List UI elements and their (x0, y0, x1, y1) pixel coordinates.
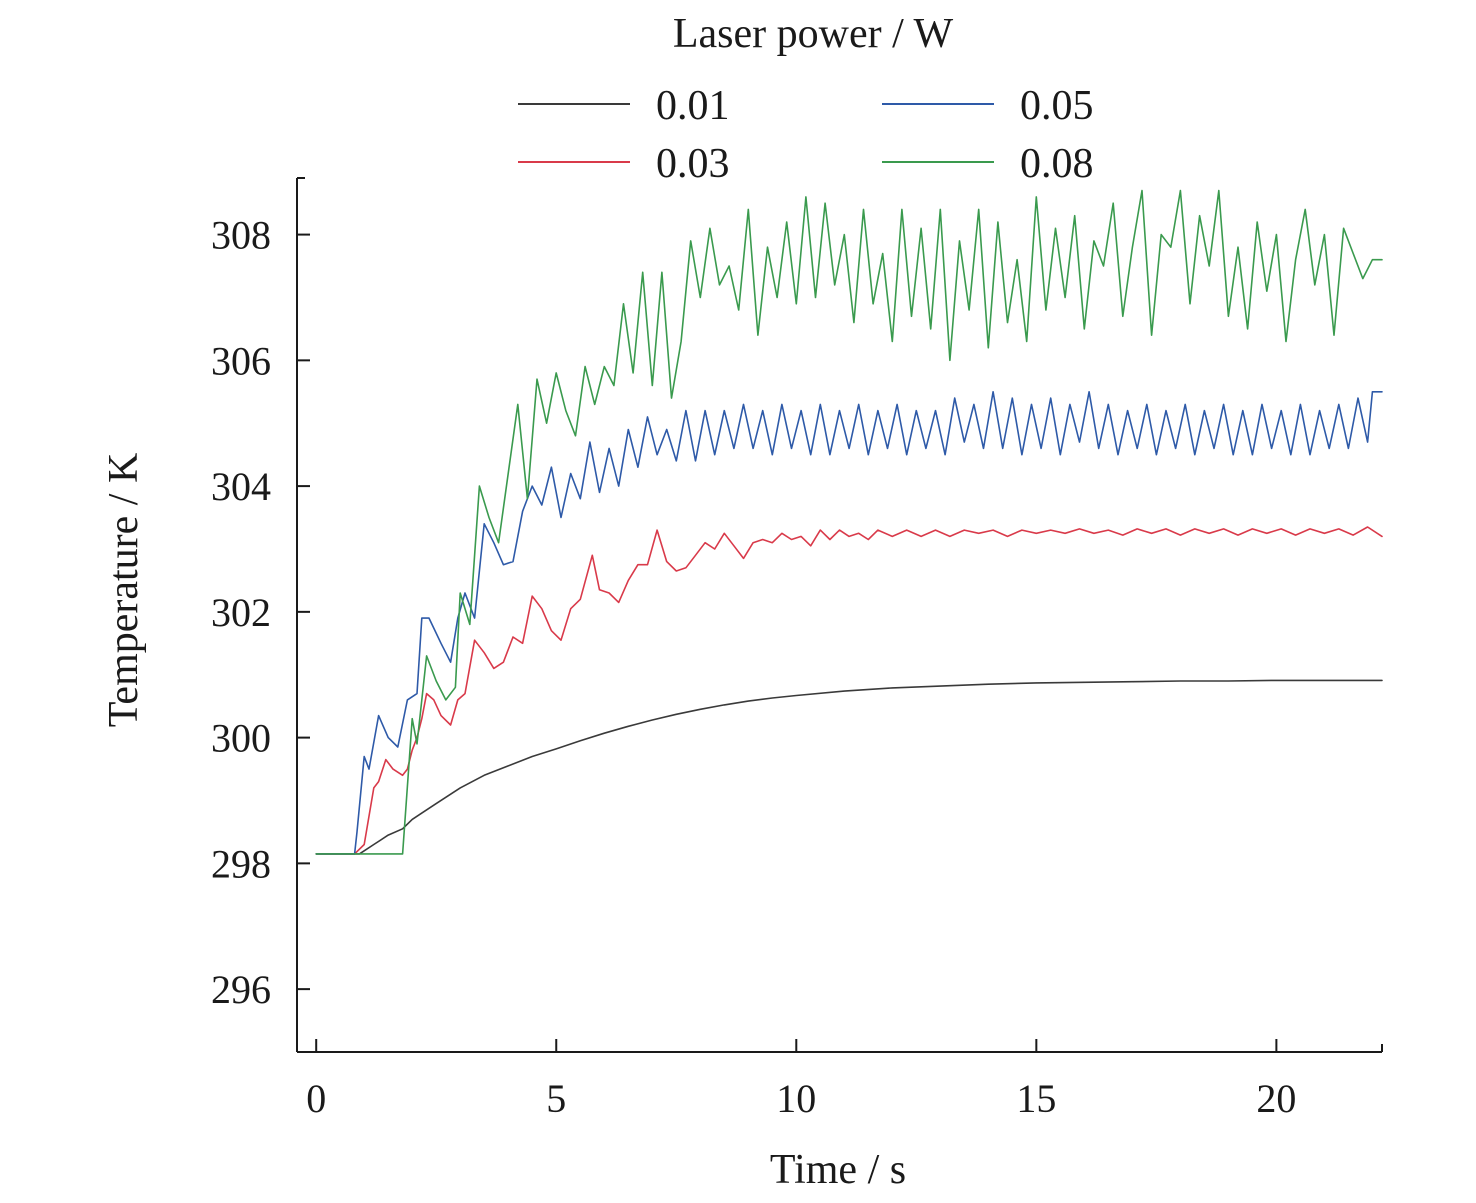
legend-label: 0.03 (656, 141, 730, 187)
x-tick-label: 15 (1016, 1076, 1056, 1121)
x-tick-label: 0 (306, 1076, 326, 1121)
x-tick-label: 20 (1256, 1076, 1296, 1121)
legend-label: 0.08 (1020, 141, 1094, 187)
axes: 296 298 300 302 304 306 308 0 5 10 15 20 (211, 177, 1383, 1121)
series-line-0-01 (315, 679, 1383, 855)
y-tick-label: 298 (211, 841, 271, 886)
series-line-0-03 (315, 526, 1383, 855)
x-tick-label: 5 (546, 1076, 566, 1121)
x-axis-title: Time / s (770, 1147, 906, 1193)
y-tick-label: 302 (211, 590, 271, 635)
y-ticks: 296 298 300 302 304 306 308 (211, 177, 310, 1012)
legend: Laser power / W 0.01 0.03 0.05 0.08 (518, 11, 1094, 187)
series-line-0-08 (315, 189, 1383, 855)
y-tick-label: 300 (211, 716, 271, 761)
y-axis-title: Temperature / K (101, 453, 147, 728)
legend-title: Laser power / W (673, 11, 954, 57)
y-tick-label: 308 (211, 213, 271, 258)
y-tick-label: 306 (211, 338, 271, 383)
y-tick-label: 296 (211, 967, 271, 1012)
x-ticks: 0 5 10 15 20 (306, 1039, 1383, 1121)
x-tick-label: 10 (776, 1076, 816, 1121)
series-group (315, 189, 1383, 855)
legend-label: 0.01 (656, 83, 730, 129)
legend-label: 0.05 (1020, 83, 1094, 129)
legend-entries: 0.01 0.03 0.05 0.08 (518, 83, 1094, 187)
series-line-0-05 (315, 390, 1383, 855)
y-tick-label: 304 (211, 464, 271, 509)
